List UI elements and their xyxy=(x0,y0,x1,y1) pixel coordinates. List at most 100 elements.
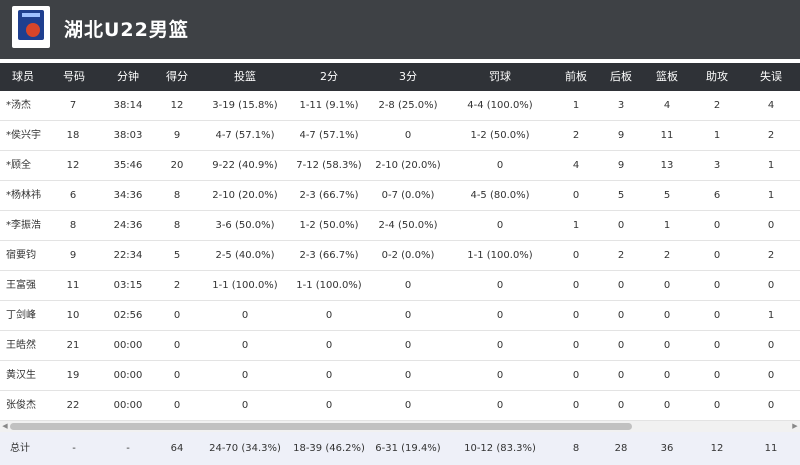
player-name: 宿要钧 xyxy=(6,250,36,261)
table-row: *李振浩 8 24:36 8 3-6 (50.0%) 1-2 (50.0%) 2-4 (50… xyxy=(0,211,800,241)
col-rebounds-cell: 1 xyxy=(663,220,671,231)
col-turnovers-cell: 0 xyxy=(767,280,775,291)
col-minutes-cell: 02:56 xyxy=(113,310,143,321)
player-name: *李振浩 xyxy=(6,220,41,231)
col-turnovers-cell: 0 xyxy=(767,220,775,231)
col-defensive-rebounds-cell: 0 xyxy=(617,310,625,321)
col-two-pointers-cell: 2-3 (66.7%) xyxy=(299,250,359,261)
col-offensive-rebounds-cell: 0 xyxy=(572,370,580,381)
col-rebounds-cell: 0 xyxy=(663,280,671,291)
col-offensive-rebounds-cell: 0 xyxy=(572,400,580,411)
col-rebounds-cell: 11 xyxy=(660,130,674,141)
col-defensive-rebounds-cell: 0 xyxy=(617,280,625,291)
team-header: 湖北U22男篮 xyxy=(0,0,800,59)
col-two-pointers-header: 2分 xyxy=(320,70,338,83)
col-player-header: 球员 xyxy=(12,70,34,83)
col-turnovers-cell: 2 xyxy=(767,130,775,141)
totals-row: 总计 - - 64 24-70 (34.3%) 18-39 (46.2%) 6-31 (19… xyxy=(0,432,800,465)
col-assists-cell: 0 xyxy=(713,370,721,381)
table-row: 王富强 11 03:15 2 1-1 (100.0%) 1-1 (100.0%) 0 0 0 0 0… xyxy=(0,271,800,301)
table-row: 王皓然 21 00:00 0 0 0 0 0 0 0 0 0 0 xyxy=(0,331,800,361)
col-assists-cell: 1 xyxy=(713,130,721,141)
col-field-goals-cell: 1-1 (100.0%) xyxy=(212,280,278,291)
col-turnovers-cell: 0 xyxy=(767,370,775,381)
scroll-left-arrow-icon[interactable]: ◀ xyxy=(2,422,8,430)
col-three-pointers-cell: 0 xyxy=(404,340,412,351)
col-rebounds-header: 篮板 xyxy=(656,70,678,83)
col-free-throws-cell: 4-4 (100.0%) xyxy=(467,100,533,111)
col-free-throws-header: 罚球 xyxy=(489,70,511,83)
col-field-goals-cell: 0 xyxy=(241,370,249,381)
col-two-pointers-cell: 1-2 (50.0%) xyxy=(299,220,359,231)
col-two-pointers-total: 18-39 (46.2%) xyxy=(293,443,365,454)
col-field-goals-cell: 3-19 (15.8%) xyxy=(212,100,278,111)
col-points-cell: 5 xyxy=(173,250,181,261)
col-rebounds-cell: 0 xyxy=(663,340,671,351)
col-rebounds-cell: 0 xyxy=(663,400,671,411)
col-assists-cell: 0 xyxy=(713,400,721,411)
col-minutes-cell: 34:36 xyxy=(113,190,143,201)
col-offensive-rebounds-cell: 1 xyxy=(572,100,580,111)
col-field-goals-cell: 0 xyxy=(241,400,249,411)
col-rebounds-cell: 4 xyxy=(663,100,671,111)
col-three-pointers-header: 3分 xyxy=(399,70,417,83)
col-three-pointers-cell: 0-2 (0.0%) xyxy=(381,250,435,261)
col-two-pointers-cell: 0 xyxy=(325,370,333,381)
col-assists-cell: 0 xyxy=(713,340,721,351)
col-minutes-cell: 22:34 xyxy=(113,250,143,261)
col-points-cell: 8 xyxy=(173,220,181,231)
col-free-throws-cell: 0 xyxy=(496,310,504,321)
col-three-pointers-cell: 2-8 (25.0%) xyxy=(378,100,438,111)
col-defensive-rebounds-cell: 3 xyxy=(617,100,625,111)
col-rebounds-cell: 0 xyxy=(663,310,671,321)
stats-column-header: 球员 号码 分钟 得分 投篮 2分 3分 罚球 前板 后板 篮板 助攻 失误 xyxy=(0,63,800,91)
table-row: 丁剑峰 10 02:56 0 0 0 0 0 0 0 0 0 1 xyxy=(0,301,800,331)
col-points-cell: 2 xyxy=(173,280,181,291)
table-row: *顾全 12 35:46 20 9-22 (40.9%) 7-12 (58.3%) 2-10… xyxy=(0,151,800,181)
col-points-header: 得分 xyxy=(166,70,188,83)
player-name: *汤杰 xyxy=(6,100,31,111)
col-turnovers-cell: 4 xyxy=(767,100,775,111)
col-three-pointers-cell: 2-4 (50.0%) xyxy=(378,220,438,231)
col-free-throws-cell: 4-5 (80.0%) xyxy=(470,190,530,201)
col-defensive-rebounds-cell: 9 xyxy=(617,130,625,141)
col-number-cell: 6 xyxy=(69,190,77,201)
col-number-cell: 21 xyxy=(66,340,80,351)
col-field-goals-cell: 3-6 (50.0%) xyxy=(215,220,275,231)
col-field-goals-header: 投篮 xyxy=(234,70,256,83)
col-turnovers-total: 11 xyxy=(764,443,778,454)
col-offensive-rebounds-cell: 0 xyxy=(572,250,580,261)
col-minutes-cell: 03:15 xyxy=(113,280,143,291)
col-assists-cell: 0 xyxy=(713,280,721,291)
col-assists-cell: 3 xyxy=(713,160,721,171)
col-two-pointers-cell: 0 xyxy=(325,310,333,321)
col-minutes-cell: 00:00 xyxy=(113,400,143,411)
col-field-goals-cell: 0 xyxy=(241,340,249,351)
col-points-cell: 12 xyxy=(170,100,184,111)
col-field-goals-cell: 2-10 (20.0%) xyxy=(212,190,278,201)
player-name: *杨林祎 xyxy=(6,190,41,201)
col-two-pointers-cell: 4-7 (57.1%) xyxy=(299,130,359,141)
col-turnovers-cell: 1 xyxy=(767,310,775,321)
scroll-right-arrow-icon[interactable]: ▶ xyxy=(792,422,798,430)
table-row: 张俊杰 22 00:00 0 0 0 0 0 0 0 0 0 0 xyxy=(0,391,800,421)
table-row: *侯兴宇 18 38:03 9 4-7 (57.1%) 4-7 (57.1%) 0 1-2 (… xyxy=(0,121,800,151)
col-assists-header: 助攻 xyxy=(706,70,728,83)
col-field-goals-cell: 4-7 (57.1%) xyxy=(215,130,275,141)
scrollbar-thumb[interactable] xyxy=(10,423,632,430)
col-free-throws-cell: 1-2 (50.0%) xyxy=(470,130,530,141)
col-offensive-rebounds-cell: 0 xyxy=(572,340,580,351)
col-free-throws-cell: 1-1 (100.0%) xyxy=(467,250,533,261)
col-rebounds-total: 36 xyxy=(660,443,674,454)
col-points-cell: 0 xyxy=(173,400,181,411)
table-row: 黄汉生 19 00:00 0 0 0 0 0 0 0 0 0 0 xyxy=(0,361,800,391)
table-row: *杨林祎 6 34:36 8 2-10 (20.0%) 2-3 (66.7%) 0-7 (0… xyxy=(0,181,800,211)
col-defensive-rebounds-cell: 2 xyxy=(617,250,625,261)
col-defensive-rebounds-cell: 9 xyxy=(617,160,625,171)
col-number-cell: 10 xyxy=(66,310,80,321)
horizontal-scrollbar[interactable]: ◀ ▶ xyxy=(0,421,800,432)
col-points-cell: 0 xyxy=(173,310,181,321)
col-defensive-rebounds-header: 后板 xyxy=(610,70,632,83)
col-defensive-rebounds-cell: 0 xyxy=(617,400,625,411)
col-number-cell: 9 xyxy=(69,250,77,261)
